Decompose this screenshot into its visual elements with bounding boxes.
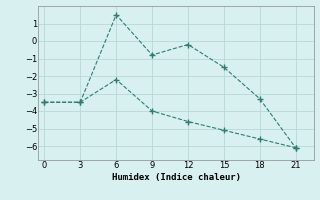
X-axis label: Humidex (Indice chaleur): Humidex (Indice chaleur) [111,173,241,182]
